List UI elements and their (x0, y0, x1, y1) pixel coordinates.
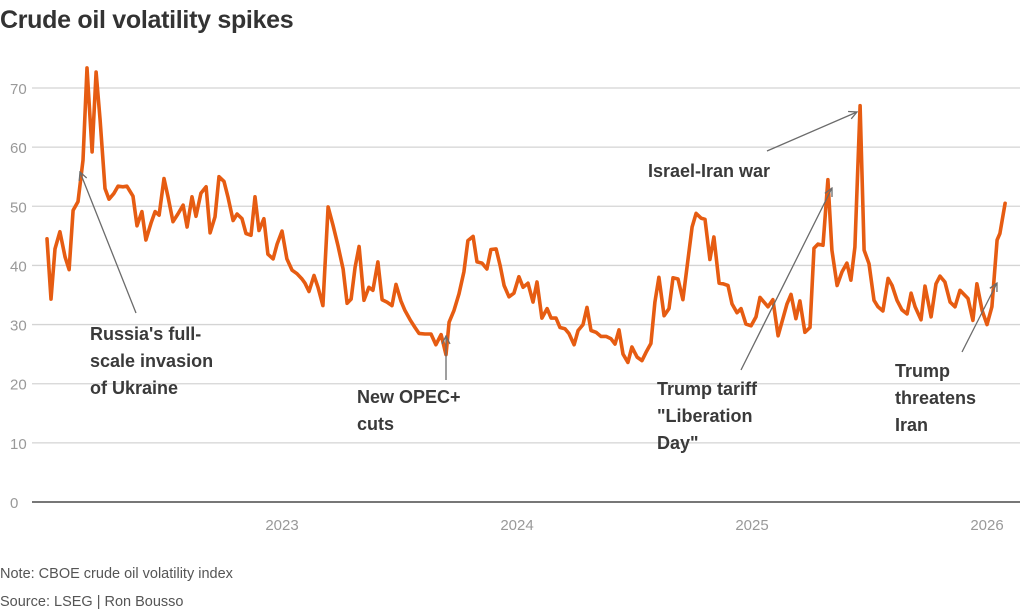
annotation-arrow (961, 283, 997, 353)
annotation-text: Day" (657, 433, 699, 453)
chart-source: Source: LSEG | Ron Bousso (0, 594, 184, 610)
y-axis-ticks: 0 10 20 30 40 50 60 70 (10, 81, 27, 512)
annotation-text: Iran (895, 415, 928, 435)
annotation-text: Trump (895, 361, 950, 381)
annotation: Trump threatens Iran (895, 283, 997, 435)
annotation-text: Russia's full- (90, 324, 201, 344)
x-tick-label: 2025 (735, 517, 768, 534)
annotation: New OPEC+ cuts (357, 336, 461, 434)
chart-note: Note: CBOE crude oil volatility index (0, 566, 233, 582)
annotation-arrow (740, 188, 832, 371)
annotation-text: New OPEC+ (357, 387, 461, 407)
annotation-text: cuts (357, 414, 394, 434)
annotation-text: Israel-Iran war (648, 161, 770, 181)
series-line-ovx (45, 66, 1007, 365)
y-tick-label: 0 (10, 495, 18, 512)
annotation-text: "Liberation (657, 406, 753, 426)
y-tick-label: 20 (10, 377, 27, 394)
y-tick-label: 50 (10, 199, 27, 216)
annotation-text: Trump tariff (657, 379, 758, 399)
line-chart: 0 10 20 30 40 50 60 70 2023 2024 2025 2026 Russia'… (10, 66, 1020, 534)
x-tick-label: 2026 (970, 517, 1003, 534)
annotation: Israel-Iran war (648, 112, 857, 181)
annotation-text: threatens (895, 388, 976, 408)
x-tick-label: 2023 (265, 517, 298, 534)
annotation-text: of Ukraine (90, 378, 178, 398)
annotation-arrow (80, 172, 137, 314)
gridlines (32, 87, 1020, 444)
annotation: Russia's full-scale invasion of Ukraine (80, 172, 213, 398)
x-tick-label: 2024 (500, 517, 533, 534)
y-tick-label: 40 (10, 258, 27, 275)
annotations: Russia's full-scale invasion of Ukraine Ne… (80, 112, 997, 453)
y-tick-label: 60 (10, 140, 27, 157)
y-tick-label: 70 (10, 81, 27, 98)
annotation: Trump tariff "Liberation Day" (657, 188, 832, 453)
x-axis-ticks: 2023 2024 2025 2026 (265, 517, 1003, 534)
chart-title: Crude oil volatility spikes (0, 6, 294, 34)
annotation-text: scale invasion (90, 351, 213, 371)
annotation-arrow (766, 112, 857, 152)
y-tick-label: 10 (10, 436, 27, 453)
y-tick-label: 30 (10, 318, 27, 335)
